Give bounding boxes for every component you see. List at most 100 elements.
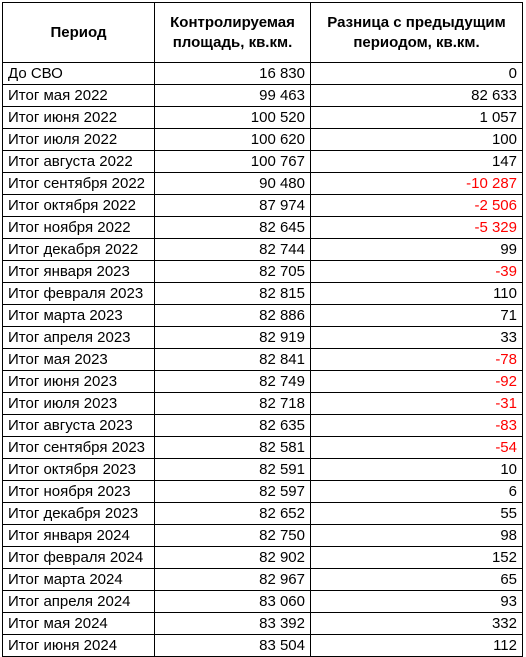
area-cell: 99 463 xyxy=(154,84,311,107)
diff-cell: -83 xyxy=(310,414,523,437)
period-cell: Итог апреля 2023 xyxy=(2,326,155,349)
period-cell: Итог июля 2022 xyxy=(2,128,155,151)
table-row: Итог марта 2023 82 886 71 xyxy=(2,304,523,327)
area-cell: 82 749 xyxy=(154,370,311,393)
area-cell: 16 830 xyxy=(154,62,311,85)
diff-cell: 147 xyxy=(310,150,523,173)
diff-cell: 10 xyxy=(310,458,523,481)
area-cell: 82 902 xyxy=(154,546,311,569)
diff-cell: 110 xyxy=(310,282,523,305)
table-row: Итог марта 2024 82 967 65 xyxy=(2,568,523,591)
diff-cell: -2 506 xyxy=(310,194,523,217)
area-cell: 83 504 xyxy=(154,634,311,657)
period-cell: Итог декабря 2023 xyxy=(2,502,155,525)
table-row: Итог июля 2022 100 620 100 xyxy=(2,128,523,151)
table-row: Итог июня 2023 82 749 -92 xyxy=(2,370,523,393)
period-cell: Итог июня 2023 xyxy=(2,370,155,393)
table-row: Итог июля 2023 82 718 -31 xyxy=(2,392,523,415)
diff-cell: 0 xyxy=(310,62,523,85)
period-cell: Итог декабря 2022 xyxy=(2,238,155,261)
area-cell: 83 060 xyxy=(154,590,311,613)
header-diff: Разница с предыдущим периодом, кв.км. xyxy=(310,2,523,63)
area-cell: 100 620 xyxy=(154,128,311,151)
header-row: Период Контролируемая площадь, кв.км. Ра… xyxy=(2,2,523,63)
period-cell: Итог ноября 2023 xyxy=(2,480,155,503)
area-cell: 82 591 xyxy=(154,458,311,481)
diff-cell: 152 xyxy=(310,546,523,569)
diff-cell: 33 xyxy=(310,326,523,349)
header-period: Период xyxy=(2,2,155,63)
period-cell: Итог августа 2022 xyxy=(2,150,155,173)
area-cell: 82 635 xyxy=(154,414,311,437)
area-cell: 82 597 xyxy=(154,480,311,503)
table-row: Итог апреля 2024 83 060 93 xyxy=(2,590,523,613)
area-cell: 100 520 xyxy=(154,106,311,129)
diff-cell: 1 057 xyxy=(310,106,523,129)
area-cell: 82 718 xyxy=(154,392,311,415)
period-cell: Итог сентября 2023 xyxy=(2,436,155,459)
period-cell: Итог октября 2022 xyxy=(2,194,155,217)
period-cell: Итог апреля 2024 xyxy=(2,590,155,613)
period-cell: Итог мая 2024 xyxy=(2,612,155,635)
area-cell: 82 841 xyxy=(154,348,311,371)
area-cell: 83 392 xyxy=(154,612,311,635)
period-cell: Итог июля 2023 xyxy=(2,392,155,415)
table-row: Итог мая 2022 99 463 82 633 xyxy=(2,84,523,107)
header-area: Контролируемая площадь, кв.км. xyxy=(154,2,311,63)
diff-cell: 65 xyxy=(310,568,523,591)
period-cell: Итог февраля 2023 xyxy=(2,282,155,305)
period-cell: Итог мая 2023 xyxy=(2,348,155,371)
area-cell: 100 767 xyxy=(154,150,311,173)
diff-cell: 98 xyxy=(310,524,523,547)
diff-cell: 99 xyxy=(310,238,523,261)
period-cell: Итог февраля 2024 xyxy=(2,546,155,569)
table-row: Итог июня 2024 83 504 112 xyxy=(2,634,523,657)
table-row: Итог октября 2022 87 974 -2 506 xyxy=(2,194,523,217)
area-cell: 87 974 xyxy=(154,194,311,217)
table-row: Итог мая 2024 83 392 332 xyxy=(2,612,523,635)
area-cell: 82 919 xyxy=(154,326,311,349)
table-row: Итог октября 2023 82 591 10 xyxy=(2,458,523,481)
area-cell: 82 967 xyxy=(154,568,311,591)
area-cell: 82 581 xyxy=(154,436,311,459)
table-row: Итог августа 2023 82 635 -83 xyxy=(2,414,523,437)
area-cell: 82 750 xyxy=(154,524,311,547)
period-cell: Итог сентября 2022 xyxy=(2,172,155,195)
table-row: Итог ноября 2023 82 597 6 xyxy=(2,480,523,503)
area-cell: 82 815 xyxy=(154,282,311,305)
area-cell: 82 886 xyxy=(154,304,311,327)
table-row: Итог сентября 2023 82 581 -54 xyxy=(2,436,523,459)
diff-cell: 332 xyxy=(310,612,523,635)
period-cell: Итог января 2024 xyxy=(2,524,155,547)
diff-cell: -78 xyxy=(310,348,523,371)
area-cell: 82 652 xyxy=(154,502,311,525)
period-cell: Итог октября 2023 xyxy=(2,458,155,481)
table-row: Итог июня 2022 100 520 1 057 xyxy=(2,106,523,129)
table-row: Итог августа 2022 100 767 147 xyxy=(2,150,523,173)
diff-cell: -54 xyxy=(310,436,523,459)
diff-cell: -5 329 xyxy=(310,216,523,239)
period-cell: Итог мая 2022 xyxy=(2,84,155,107)
area-cell: 82 705 xyxy=(154,260,311,283)
table-row: Итог февраля 2023 82 815 110 xyxy=(2,282,523,305)
table-header: Период Контролируемая площадь, кв.км. Ра… xyxy=(2,2,523,63)
diff-cell: 112 xyxy=(310,634,523,657)
diff-cell: 71 xyxy=(310,304,523,327)
table-row: Итог декабря 2022 82 744 99 xyxy=(2,238,523,261)
table-row: Итог февраля 2024 82 902 152 xyxy=(2,546,523,569)
period-cell: Итог августа 2023 xyxy=(2,414,155,437)
diff-cell: -10 287 xyxy=(310,172,523,195)
diff-cell: 93 xyxy=(310,590,523,613)
diff-cell: -39 xyxy=(310,260,523,283)
diff-cell: 82 633 xyxy=(310,84,523,107)
table-row: Итог января 2024 82 750 98 xyxy=(2,524,523,547)
period-cell: Итог июня 2024 xyxy=(2,634,155,657)
diff-cell: 100 xyxy=(310,128,523,151)
period-cell: Итог января 2023 xyxy=(2,260,155,283)
area-cell: 90 480 xyxy=(154,172,311,195)
diff-cell: 55 xyxy=(310,502,523,525)
period-cell: Итог марта 2024 xyxy=(2,568,155,591)
table-row: Итог апреля 2023 82 919 33 xyxy=(2,326,523,349)
